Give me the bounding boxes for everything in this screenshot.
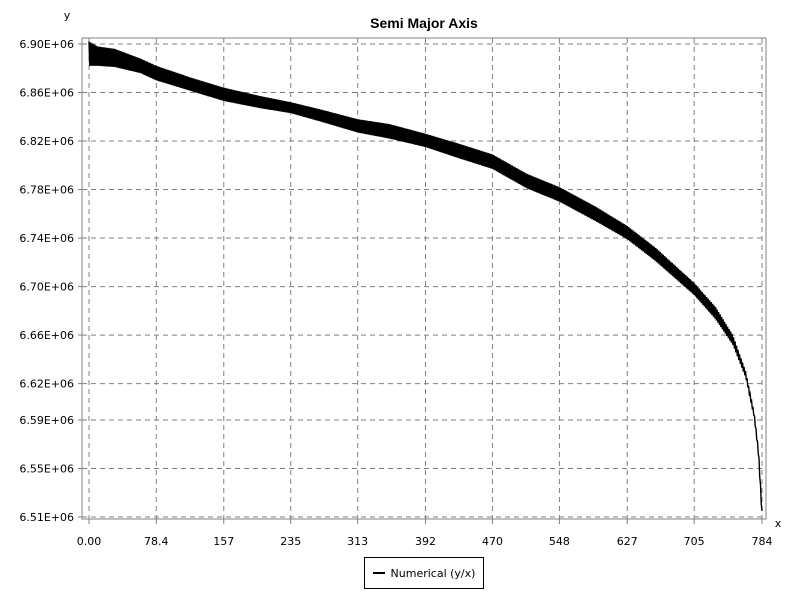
y-tick-label: 6.55E+06 bbox=[19, 462, 74, 475]
x-tick-label: 0.00 bbox=[77, 535, 102, 548]
series-layer bbox=[88, 41, 763, 512]
x-tick-label: 470 bbox=[482, 535, 503, 548]
x-axis-label: x bbox=[775, 517, 782, 530]
y-tick-label: 6.74E+06 bbox=[19, 232, 74, 245]
y-tick-label: 6.66E+06 bbox=[19, 329, 74, 342]
y-tick-label: 6.78E+06 bbox=[19, 184, 74, 197]
legend-swatch bbox=[372, 572, 385, 574]
plot-area bbox=[81, 37, 767, 520]
x-tick-label: 78.4 bbox=[144, 535, 169, 548]
y-tick-label: 6.70E+06 bbox=[19, 281, 74, 294]
x-tick-label: 627 bbox=[617, 535, 638, 548]
legend: Numerical (y/x) bbox=[364, 557, 484, 589]
x-tick-label: 313 bbox=[347, 535, 368, 548]
grid bbox=[82, 38, 766, 519]
series-line bbox=[88, 41, 763, 512]
y-tick-label: 6.90E+06 bbox=[19, 38, 74, 51]
x-tick-label: 235 bbox=[280, 535, 301, 548]
x-tick-label: 705 bbox=[684, 535, 705, 548]
x-tick-label: 548 bbox=[549, 535, 570, 548]
y-axis-label: y bbox=[64, 9, 71, 22]
y-tick-label: 6.86E+06 bbox=[19, 87, 74, 100]
x-axis-ticks: 0.00 78.4 157 235 313 392 470 548 627 705 784 bbox=[77, 519, 773, 548]
x-tick-label: 784 bbox=[752, 535, 773, 548]
y-tick-label: 6.62E+06 bbox=[19, 378, 74, 391]
x-tick-label: 392 bbox=[415, 535, 436, 548]
y-tick-label: 6.59E+06 bbox=[19, 414, 74, 427]
legend-label: Numerical (y/x) bbox=[390, 566, 476, 580]
chart-title: Semi Major Axis bbox=[370, 15, 478, 31]
y-tick-label: 6.51E+06 bbox=[19, 511, 74, 524]
y-axis-ticks: 6.90E+06 6.86E+06 6.82E+06 6.78E+06 6.74E+06… bbox=[19, 38, 82, 524]
y-tick-label: 6.82E+06 bbox=[19, 135, 74, 148]
x-tick-label: 157 bbox=[213, 535, 234, 548]
